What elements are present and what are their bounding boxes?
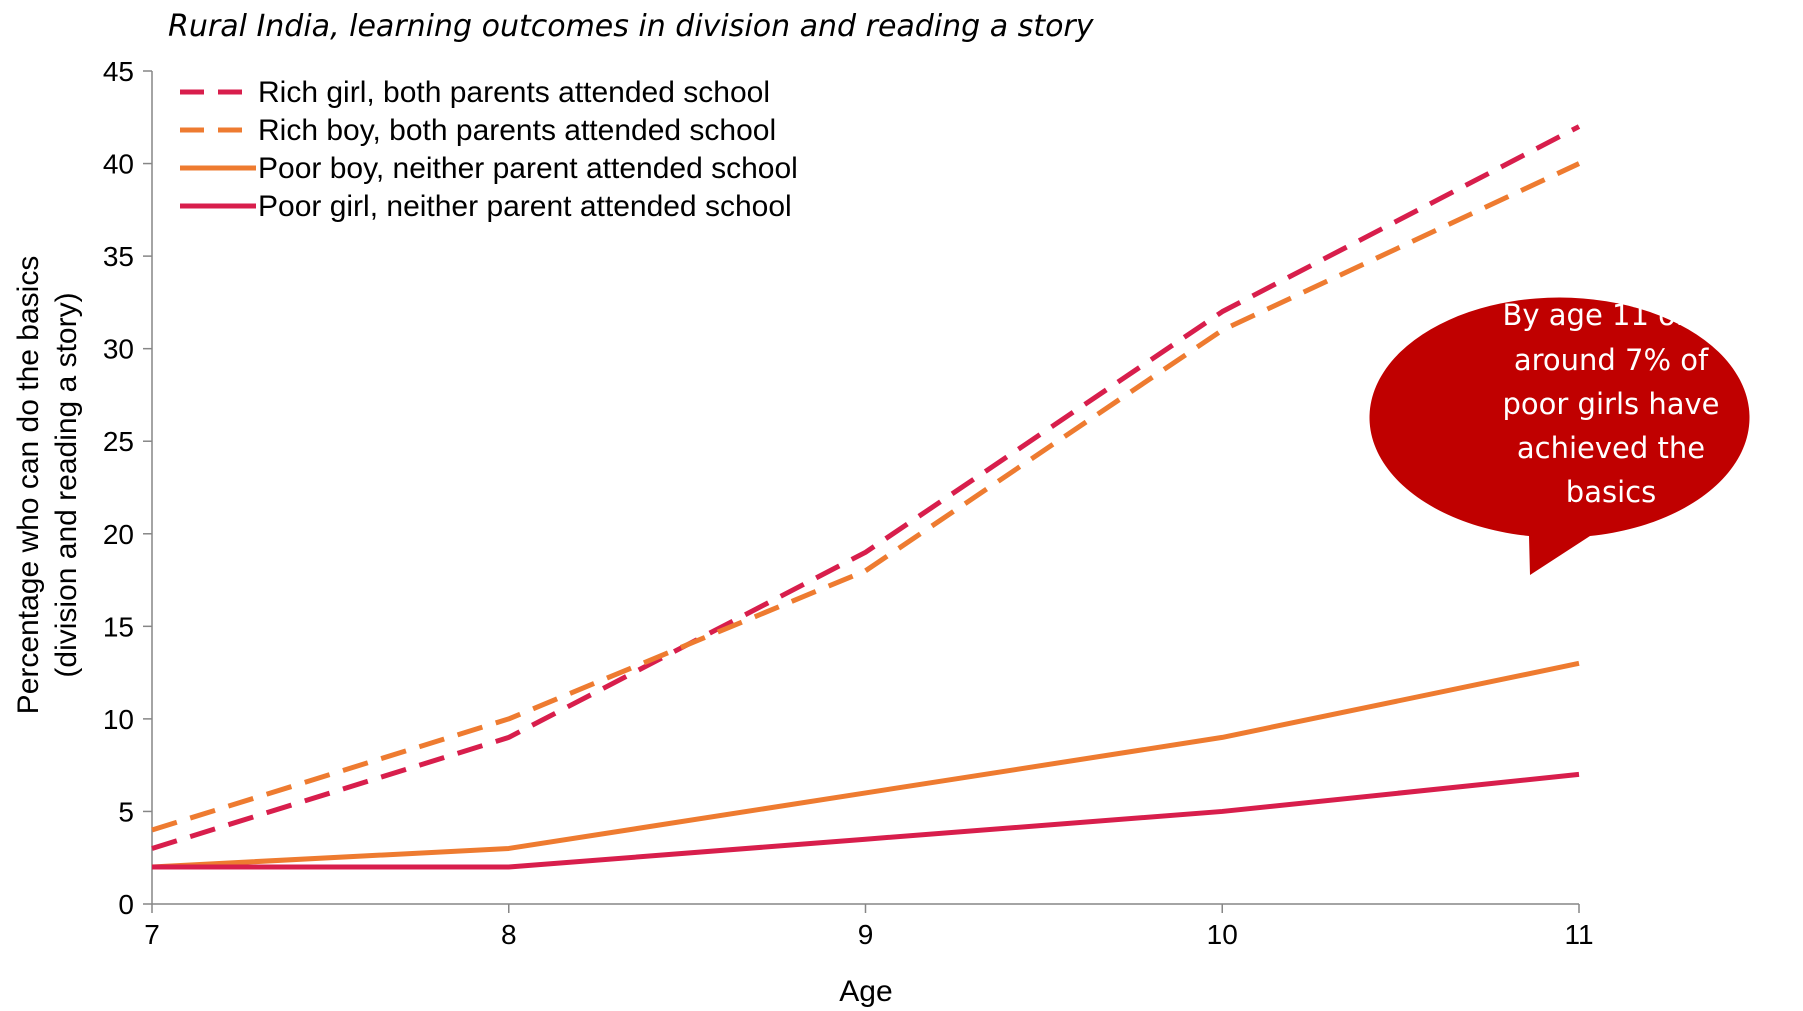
y-tick-label: 30	[103, 334, 134, 365]
y-axis: 0 5 10 15 20 25 30 35 40 45	[103, 56, 153, 920]
y-tick-label: 5	[118, 796, 134, 827]
legend-label-2: Rich boy, both parents attended school	[258, 114, 776, 147]
legend-label-1: Rich girl, both parents attended school	[258, 76, 770, 109]
x-tick-label: 9	[858, 919, 874, 950]
y-tick-label: 40	[103, 149, 134, 180]
legend-label-4: Poor girl, neither parent attended schoo…	[258, 190, 792, 223]
series-line-3	[151, 660, 1580, 870]
callout-line-1: By age 11 only	[1503, 298, 1720, 332]
callout: By age 11 only around 7% of poor girls h…	[1369, 297, 1750, 575]
x-tick-label: 10	[1207, 919, 1238, 950]
callout-bubble	[1369, 297, 1750, 575]
callout-line-4: achieved the	[1517, 431, 1705, 465]
series-line-4	[152, 771, 1580, 870]
x-axis: 7 8 9 10 11	[144, 903, 1594, 950]
series-line-1	[151, 124, 1581, 851]
x-tick-label: 7	[144, 919, 160, 950]
chart-title: Rural India, learning outcomes in divisi…	[168, 9, 1095, 44]
y-tick-label: 0	[118, 889, 134, 920]
y-tick-label: 20	[103, 519, 134, 550]
callout-line-2: around 7% of	[1514, 343, 1709, 377]
callout-line-3: poor girls have	[1503, 387, 1720, 421]
y-tick-label: 45	[103, 56, 134, 87]
x-tick-label: 11	[1564, 919, 1593, 950]
y-axis-label-line-1: Percentage who can do the basics	[12, 256, 45, 715]
x-tick-label: 8	[501, 919, 517, 950]
y-tick-label: 25	[103, 426, 134, 457]
y-tick-label: 15	[103, 611, 134, 642]
y-axis-label-line-2: (division and reading a story)	[50, 292, 83, 677]
legend: Rich girl, both parents attended school R…	[180, 76, 798, 223]
x-axis-label: Age	[839, 975, 892, 1008]
legend-label-3: Poor boy, neither parent attended school	[258, 152, 798, 185]
y-tick-label: 10	[103, 704, 134, 735]
series-lines	[151, 124, 1581, 870]
y-tick-label: 35	[103, 241, 134, 272]
series-line-2	[151, 161, 1581, 833]
callout-line-5: basics	[1566, 475, 1656, 509]
